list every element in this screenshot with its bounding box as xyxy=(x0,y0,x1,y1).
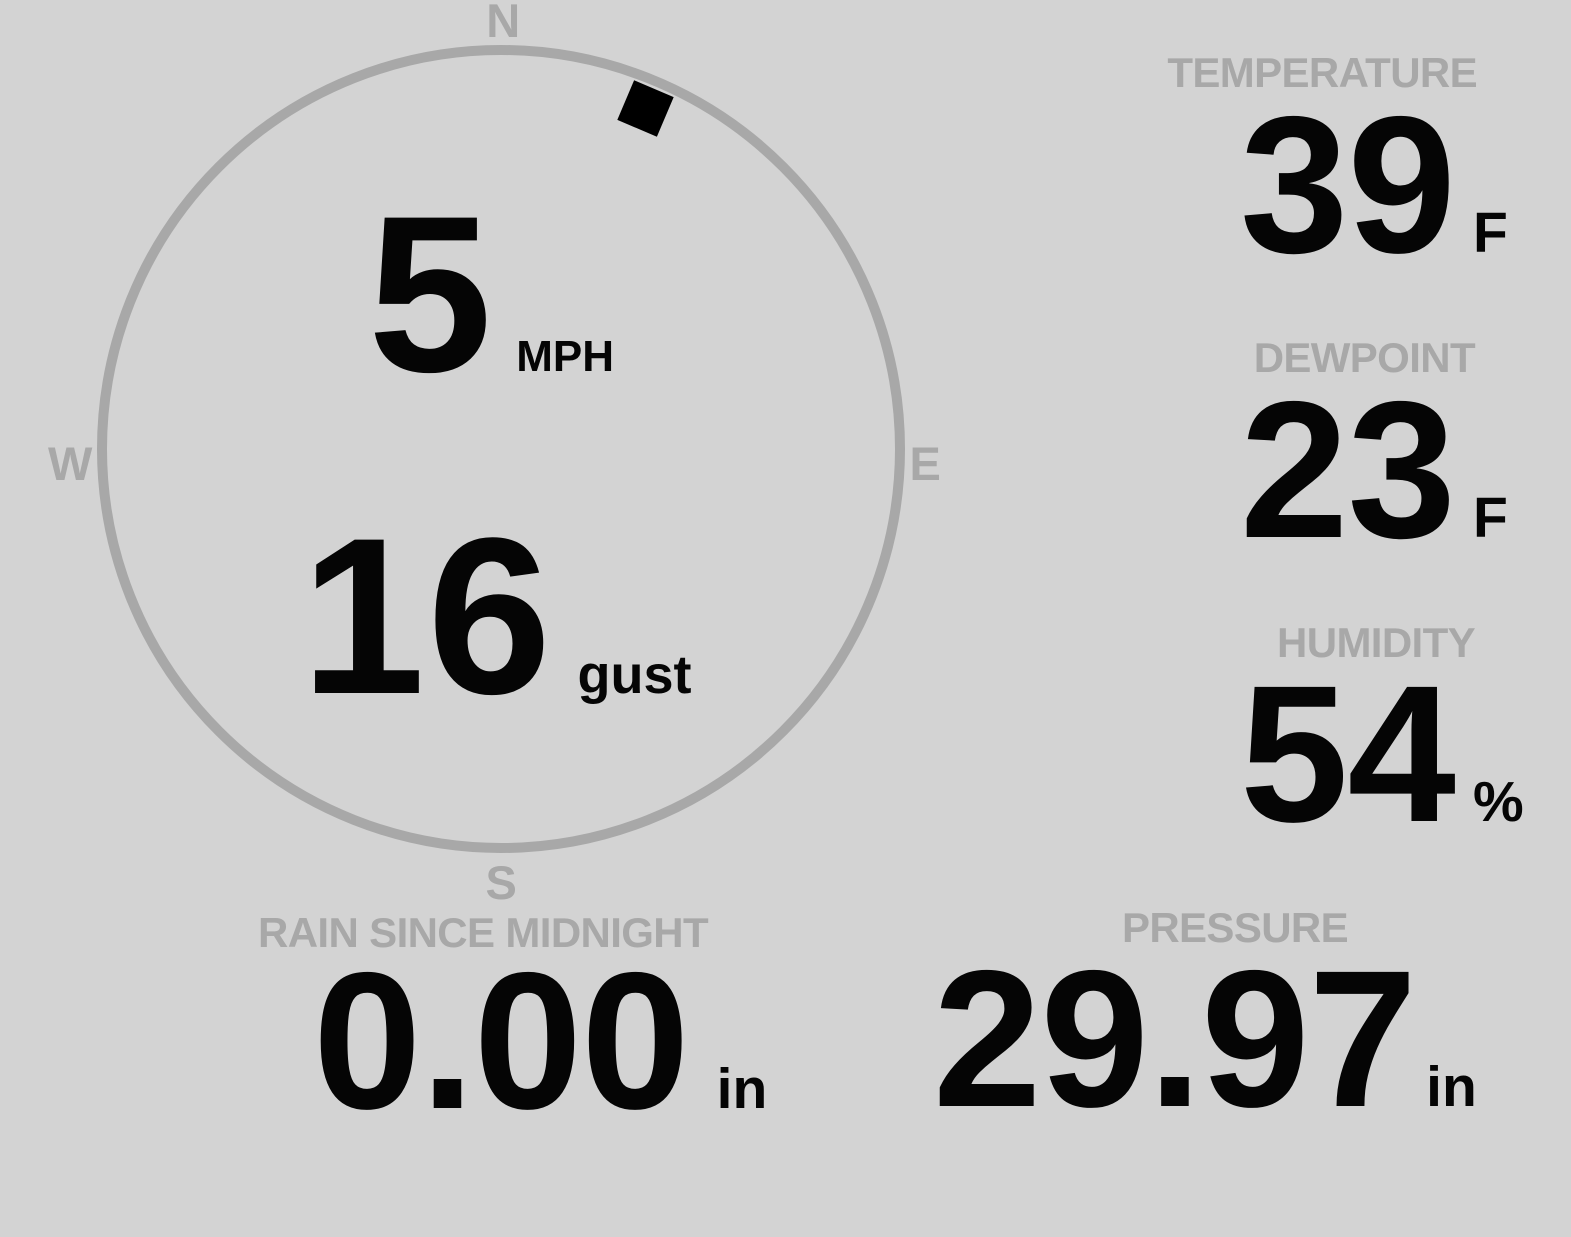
compass-west-label: W xyxy=(48,437,92,490)
temperature-label: TEMPERATURE xyxy=(1167,49,1477,96)
dewpoint-label: DEWPOINT xyxy=(1253,334,1476,381)
temperature-value: 39 xyxy=(1240,76,1456,294)
humidity-value: 54 xyxy=(1240,645,1456,863)
compass-south-label: S xyxy=(485,856,517,909)
wind-gust-unit: gust xyxy=(577,645,692,705)
compass-east-label: E xyxy=(909,437,941,490)
rain-reading: 0.00 in xyxy=(313,944,767,1139)
wind-compass-ring xyxy=(97,45,905,853)
humidity-label: HUMIDITY xyxy=(1277,619,1476,666)
pressure-value: 29.97 xyxy=(933,930,1417,1148)
rain-label: RAIN SINCE MIDNIGHT xyxy=(258,909,709,956)
compass-north-label: N xyxy=(486,0,520,47)
dewpoint-reading: 23 F xyxy=(1240,373,1508,568)
wind-speed: 5 MPH xyxy=(368,183,614,406)
rain-value: 0.00 xyxy=(313,932,690,1150)
dewpoint-unit: F xyxy=(1472,486,1508,550)
wind-speed-unit: MPH xyxy=(516,332,615,381)
rain-unit: in xyxy=(716,1057,768,1121)
wind-gust-value: 16 xyxy=(301,492,554,741)
dewpoint-value: 23 xyxy=(1240,361,1456,579)
pressure-label: PRESSURE xyxy=(1121,904,1349,951)
humidity-reading: 54 % xyxy=(1240,657,1524,852)
pressure-reading: 29.97 in xyxy=(933,942,1477,1137)
wind-gust: 16 gust xyxy=(301,505,692,728)
temperature-unit: F xyxy=(1472,201,1508,265)
pressure-unit: in xyxy=(1426,1055,1477,1119)
humidity-unit: % xyxy=(1472,770,1524,834)
wind-speed-value: 5 xyxy=(368,170,495,419)
temperature-reading: 39 F xyxy=(1240,88,1508,283)
